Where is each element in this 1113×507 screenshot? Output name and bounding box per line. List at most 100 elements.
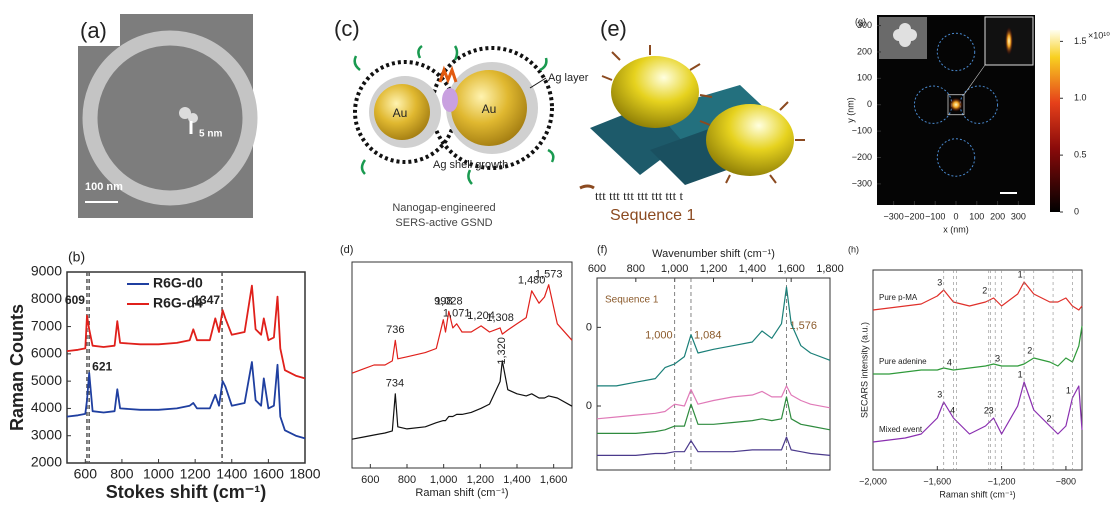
vline-label: 609 bbox=[65, 293, 85, 307]
panel-a: 5 nm 100 nm (a) bbox=[78, 14, 253, 218]
y-axis-title: SECARS intensity (a.u.) bbox=[859, 322, 869, 418]
vline-label: 621 bbox=[92, 360, 112, 374]
x-tick-label: 1,600 bbox=[540, 474, 568, 486]
sem-particle bbox=[899, 35, 911, 47]
x-tick-label: −300 bbox=[883, 211, 903, 221]
x-tick-label: 800 bbox=[110, 466, 134, 482]
plot-frame bbox=[597, 278, 830, 470]
x-tick-label: 1,000 bbox=[661, 263, 689, 275]
x-tick-label: −1,600 bbox=[923, 476, 951, 486]
marker-label: 2 bbox=[1047, 413, 1052, 423]
chart-annotation: Sequence 1 bbox=[605, 295, 659, 306]
y-tick-label: −100 bbox=[852, 125, 872, 135]
x-tick-label: 1,200 bbox=[467, 474, 495, 486]
peak-label: 1,320 bbox=[496, 337, 508, 365]
marker-label: 3 bbox=[937, 389, 942, 399]
series-line bbox=[352, 361, 572, 439]
y-tick-label: 4000 bbox=[31, 399, 62, 415]
y-tick-label: 200 bbox=[857, 46, 872, 56]
strand-text: ttt ttt ttt ttt ttt ttt t bbox=[595, 188, 684, 203]
peak-label: 1,573 bbox=[535, 269, 563, 281]
marker-label: 2 bbox=[982, 285, 987, 295]
x-tick-label: 200 bbox=[990, 211, 1005, 221]
x-tick-label: −1,200 bbox=[988, 476, 1016, 486]
y-tick-label: 0 bbox=[867, 99, 872, 109]
peak-label: 1,028 bbox=[435, 295, 463, 307]
peak-label: 734 bbox=[386, 378, 404, 390]
legend-label: R6G-d0 bbox=[153, 275, 203, 291]
sequence-label: Sequence 1 bbox=[610, 207, 696, 224]
y-tick-label: 0 bbox=[586, 321, 592, 333]
vline-label: 1,000 bbox=[645, 330, 673, 342]
colorbar-tick-label: 0.5 bbox=[1074, 150, 1087, 160]
x-tick-label: 1,400 bbox=[739, 263, 767, 275]
y-tick-label: −200 bbox=[852, 152, 872, 162]
panel-label: (a) bbox=[80, 18, 107, 43]
marker-label: 3 bbox=[995, 353, 1000, 363]
x-tick-label: 1,800 bbox=[816, 263, 844, 275]
x-axis-title: x (nm) bbox=[943, 224, 969, 234]
figure: 5 nm 100 nm (a) (c) Au Au Ag layer Ag sh… bbox=[0, 0, 1113, 507]
x-tick-label: 1,400 bbox=[503, 474, 531, 486]
series-label: Mixed event bbox=[879, 425, 923, 434]
panel-label: (b) bbox=[68, 249, 85, 265]
panel-label: (d) bbox=[340, 244, 353, 256]
legend-label: R6G-d4 bbox=[153, 295, 203, 311]
y-tick-label: 6000 bbox=[31, 345, 62, 361]
caption: SERS-active GSND bbox=[395, 217, 492, 229]
colorbar bbox=[1050, 30, 1060, 212]
series-line bbox=[597, 437, 830, 455]
series-line bbox=[597, 386, 830, 419]
marker-label: 1 bbox=[1066, 385, 1071, 395]
x-axis-title: Raman shift (cm⁻¹) bbox=[415, 487, 508, 499]
x-tick-label: −800 bbox=[1056, 476, 1076, 486]
vline-label: 1,084 bbox=[694, 330, 722, 342]
marker-label: 4 bbox=[947, 357, 952, 367]
y-tick-label: 100 bbox=[857, 73, 872, 83]
y-tick-label: 0 bbox=[586, 400, 592, 412]
y-tick-label: 2000 bbox=[31, 454, 62, 470]
x-axis-title: Raman shift (cm⁻¹) bbox=[939, 489, 1015, 499]
series-label: Pure p-MA bbox=[879, 293, 918, 302]
x-tick-label: 600 bbox=[74, 466, 98, 482]
core-label: Au bbox=[482, 102, 497, 116]
x-tick-label: −200 bbox=[904, 211, 924, 221]
colorbar-tick-label: 1.0 bbox=[1074, 93, 1087, 103]
x-tick-label: 1400 bbox=[216, 466, 247, 482]
x-tick-label: 300 bbox=[1011, 211, 1026, 221]
molecule bbox=[442, 88, 458, 112]
caption: Nanogap-engineered bbox=[392, 202, 495, 214]
strand-mark bbox=[580, 186, 594, 188]
x-tick-label: 1600 bbox=[253, 466, 284, 482]
hotspot bbox=[949, 98, 963, 112]
marker-label: 2 bbox=[1027, 345, 1032, 355]
chart: (f)6008001,0001,2001,4001,6001,80000Wave… bbox=[586, 244, 844, 470]
panel-e: (e) ttt ttt ttt ttt ttt ttt t Sequence 1 bbox=[580, 16, 805, 224]
marker-label: 3 bbox=[937, 277, 942, 287]
gold-particle bbox=[611, 56, 699, 128]
y-axis-title: y (nm) bbox=[845, 97, 855, 123]
x-tick-label: −2,000 bbox=[859, 476, 887, 486]
x-axis-title: Wavenumber shift (cm⁻¹) bbox=[652, 248, 775, 260]
x-tick-label: 1800 bbox=[289, 466, 320, 482]
gold-particle bbox=[706, 104, 794, 176]
y-tick-label: −300 bbox=[852, 178, 872, 188]
growth-label: Ag shell growth bbox=[433, 159, 508, 171]
y-tick-label: 3000 bbox=[31, 426, 62, 442]
x-tick-label: 800 bbox=[627, 263, 645, 275]
core-label: Au bbox=[393, 106, 408, 120]
x-tick-label: 1000 bbox=[143, 466, 174, 482]
marker-label: 4 bbox=[950, 405, 955, 415]
x-tick-label: 1,200 bbox=[700, 263, 728, 275]
gap-label: 5 nm bbox=[199, 129, 222, 140]
x-tick-label: 800 bbox=[398, 474, 416, 486]
panel-label: (e) bbox=[600, 16, 627, 41]
series-line bbox=[873, 326, 1082, 374]
x-tick-label: −100 bbox=[925, 211, 945, 221]
colorbar-tick-label: 0 bbox=[1074, 206, 1079, 216]
x-tick-label: 1,000 bbox=[430, 474, 458, 486]
panel-c: (c) Au Au Ag layer Ag shell growth Nanog… bbox=[334, 16, 589, 229]
